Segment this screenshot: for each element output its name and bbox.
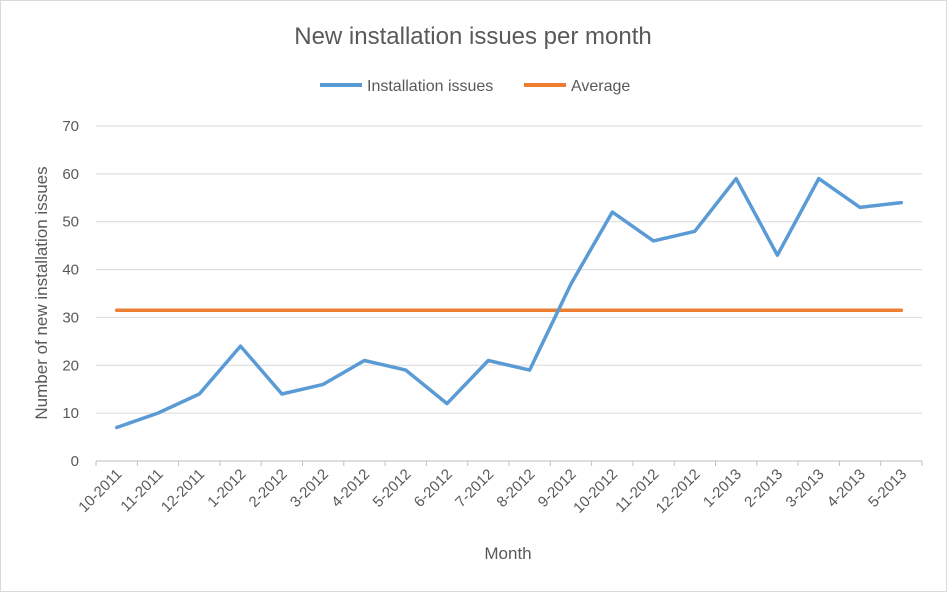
- data-series: [114, 176, 904, 430]
- x-tick-label: 12-2012: [653, 466, 704, 517]
- x-tick-label: 1-2013: [700, 466, 745, 511]
- x-tick-label: 2-2013: [741, 466, 786, 511]
- x-tick-label: 5-2012: [370, 466, 415, 511]
- x-tick-label: 10-2011: [75, 466, 125, 516]
- x-axis: 10-201111-201112-20111-20122-20123-20124…: [75, 460, 923, 517]
- legend-label-installation-issues: Installation issues: [367, 78, 493, 95]
- y-tick-label: 10: [62, 405, 79, 422]
- x-tick-label: 6-2012: [411, 466, 456, 511]
- x-tick-label: 1-2012: [204, 466, 249, 511]
- y-tick-label: 50: [62, 214, 79, 231]
- x-tick-label: 7-2012: [452, 466, 497, 511]
- y-axis-ticks: 0 10 20 30 40 50 60 70: [62, 118, 79, 470]
- x-tick-label: 3-2012: [287, 466, 332, 511]
- x-axis-title: Month: [484, 544, 531, 563]
- x-tick-label: 5-2013: [865, 466, 910, 511]
- legend: Installation issues Average: [320, 78, 630, 95]
- x-tick-label: 4-2013: [824, 466, 869, 511]
- series-line-installation-issues: [114, 176, 904, 430]
- x-tick-label: 11-2011: [117, 466, 166, 515]
- x-tick-label: 4-2012: [328, 466, 373, 511]
- x-tick-label: 11-2012: [612, 466, 662, 516]
- x-tick-label: 2-2012: [246, 466, 291, 511]
- x-tick-label: 12-2011: [158, 466, 208, 516]
- y-tick-label: 30: [62, 309, 79, 326]
- legend-label-average: Average: [571, 78, 630, 95]
- x-tick-label: 8-2012: [493, 466, 538, 511]
- y-tick-label: 0: [71, 453, 79, 470]
- x-tick-label: 3-2013: [783, 466, 828, 511]
- y-axis-title: Number of new installation issues: [32, 166, 51, 419]
- gridlines: [96, 125, 922, 414]
- x-tick-label: 10-2012: [570, 466, 621, 517]
- y-tick-label: 20: [62, 357, 79, 374]
- chart-title: New installation issues per month: [294, 23, 652, 50]
- y-tick-label: 40: [62, 262, 79, 279]
- y-tick-label: 60: [62, 166, 79, 183]
- y-tick-label: 70: [62, 118, 79, 135]
